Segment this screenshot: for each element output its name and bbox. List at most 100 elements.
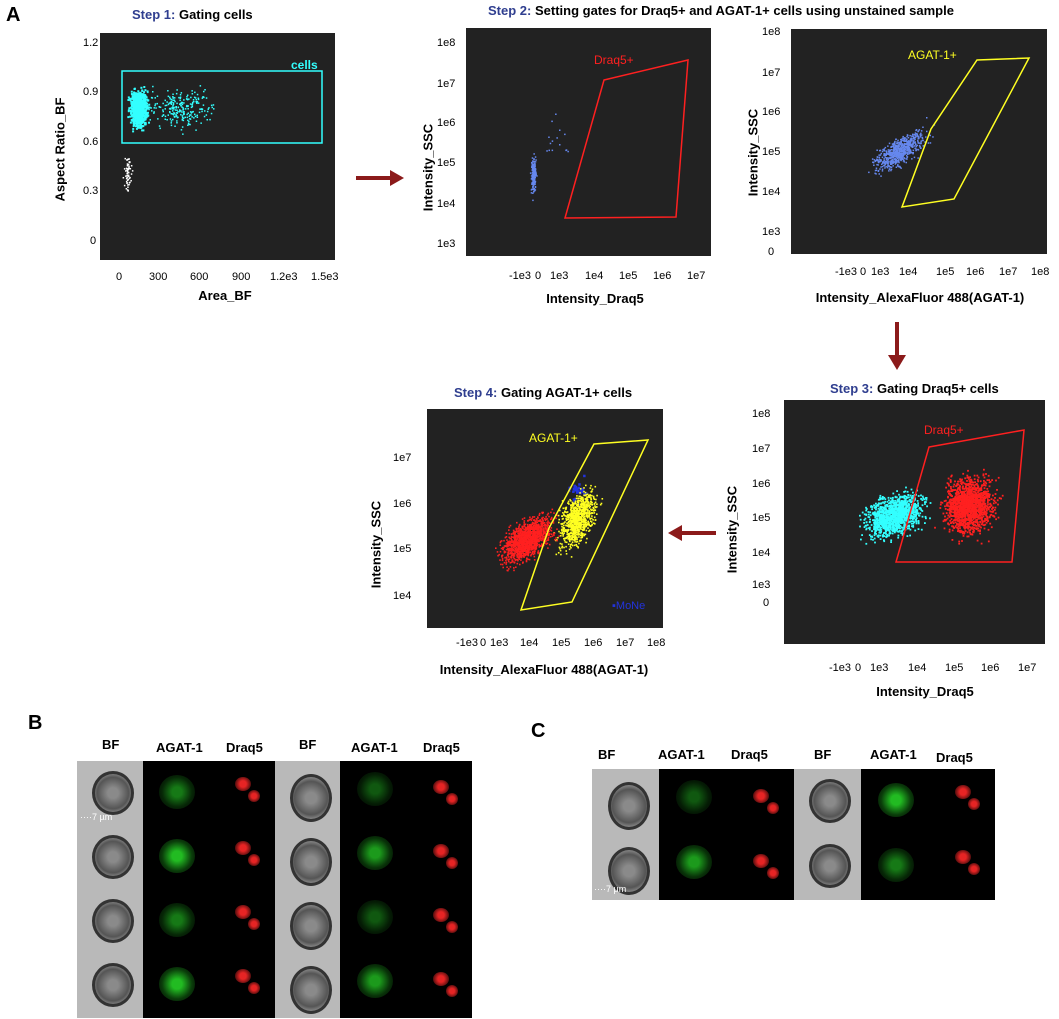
plot3-gate-agat bbox=[900, 57, 1031, 208]
step3-title: Step 3: Gating Draq5+ cells bbox=[830, 381, 999, 396]
panelB-header: Draq5 bbox=[423, 740, 460, 755]
bf-image bbox=[592, 769, 660, 835]
step4-title: Step 4: Gating AGAT-1+ cells bbox=[454, 385, 632, 400]
plot5-xtick: 1e5 bbox=[552, 637, 571, 649]
bf-image bbox=[274, 825, 341, 890]
draq5-fluorescence-image bbox=[726, 769, 794, 835]
panelB-header: AGAT-1 bbox=[351, 740, 398, 755]
plot1-ytick: 0 bbox=[90, 235, 97, 247]
plot3-area bbox=[791, 29, 1047, 254]
step3-text: Gating Draq5+ cells bbox=[876, 381, 999, 396]
bf-image bbox=[77, 761, 144, 826]
panelC-header: Draq5 bbox=[731, 747, 768, 762]
plot1-xtick: 0 bbox=[116, 271, 123, 283]
plot5-xlabel: Intensity_AlexaFluor 488(AGAT-1) bbox=[439, 662, 649, 677]
plot2-ytick: 1e6 bbox=[437, 117, 456, 129]
arrow-step3-to-step4 bbox=[668, 525, 716, 541]
plot1-scatter bbox=[121, 70, 323, 192]
agat1-fluorescence-image bbox=[340, 889, 407, 954]
plot2-ylabel: Intensity_SSC bbox=[420, 123, 436, 212]
draq5-fluorescence-image bbox=[927, 834, 996, 900]
agat1-fluorescence-image bbox=[340, 761, 407, 826]
plot2-gate-draq5 bbox=[564, 59, 689, 219]
plot1-ytick: 1.2 bbox=[83, 37, 99, 49]
plot2-xlabel: Intensity_Draq5 bbox=[546, 291, 644, 306]
plot5-ytick: 1e6 bbox=[393, 498, 412, 510]
step1-text: Gating cells bbox=[178, 7, 253, 22]
plot3-ytick: 1e3 bbox=[762, 226, 781, 238]
plot4-xtick: 1e6 bbox=[981, 662, 1000, 674]
plot5-xtick: -1e3 bbox=[456, 637, 479, 649]
agat1-fluorescence-image bbox=[860, 834, 929, 900]
draq5-fluorescence-image bbox=[406, 953, 473, 1018]
scatter-dots bbox=[868, 117, 936, 177]
bf-image bbox=[274, 889, 341, 954]
plot3-xtick: -1e3 bbox=[835, 266, 858, 278]
draq5-fluorescence-image bbox=[208, 889, 275, 954]
panelC-header: AGAT-1 bbox=[658, 747, 705, 762]
plot3-xtick: 1e8 bbox=[1031, 266, 1050, 278]
plot3-xtick: 1e5 bbox=[936, 266, 955, 278]
draq5-fluorescence-image bbox=[406, 825, 473, 890]
plot5-ytick: 1e5 bbox=[393, 543, 412, 555]
plot3-ytick: 1e8 bbox=[762, 26, 781, 38]
bf-image bbox=[274, 761, 341, 826]
plot5-xtick: 0 bbox=[480, 637, 487, 649]
plot5-xtick: 1e8 bbox=[647, 637, 666, 649]
step1-title: Step 1: Gating cells bbox=[132, 7, 253, 22]
plot4-xtick: -1e3 bbox=[829, 662, 852, 674]
plot3-ytick: 0 bbox=[768, 246, 775, 258]
plot4-scatter bbox=[859, 429, 1025, 563]
plot4-ytick: 1e5 bbox=[752, 512, 771, 524]
plot1-xlabel: Area_BF bbox=[198, 288, 252, 303]
plot1-xtick: 600 bbox=[190, 271, 209, 283]
step2-text: Setting gates for Draq5+ and AGAT-1+ cel… bbox=[534, 3, 954, 18]
panelB-header: Draq5 bbox=[226, 740, 263, 755]
plot3-ytick: 1e7 bbox=[762, 67, 781, 79]
plot1-gate-cells bbox=[121, 70, 323, 144]
plot4-gate-draq5 bbox=[895, 429, 1025, 563]
plot2-gate-label: Draq5+ bbox=[594, 53, 634, 67]
plot5-xtick: 1e6 bbox=[584, 637, 603, 649]
plot3-xtick: 1e3 bbox=[871, 266, 890, 278]
draq5-fluorescence-image bbox=[726, 834, 794, 900]
draq5-fluorescence-image bbox=[927, 769, 996, 835]
plot1-xtick: 900 bbox=[232, 271, 251, 283]
plot3-scatter bbox=[868, 57, 1031, 208]
plot2-xtick: -1e3 bbox=[509, 270, 532, 282]
plot4-ytick: 1e3 bbox=[752, 579, 771, 591]
scatter-dots bbox=[127, 86, 151, 133]
scatter-dots bbox=[529, 153, 538, 202]
step4-num: Step 4: bbox=[454, 385, 498, 400]
plot3-xlabel: Intensity_AlexaFluor 488(AGAT-1) bbox=[815, 290, 1025, 305]
agat1-fluorescence-image bbox=[142, 761, 210, 826]
bf-image bbox=[77, 889, 144, 954]
plot2-xtick: 0 bbox=[535, 270, 542, 282]
draq5-fluorescence-image bbox=[208, 953, 275, 1018]
draq5-fluorescence-image bbox=[406, 889, 473, 954]
plot5-scatter bbox=[495, 439, 650, 611]
scatter-dots bbox=[140, 85, 215, 135]
scatter-dots bbox=[546, 113, 569, 153]
bf-image bbox=[77, 953, 144, 1018]
draq5-fluorescence-image bbox=[406, 761, 473, 826]
step1-num: Step 1: bbox=[132, 7, 176, 22]
panelC-header: AGAT-1 bbox=[870, 747, 917, 762]
plot5-gate-agat bbox=[519, 439, 650, 611]
plot2-scatter bbox=[529, 59, 689, 219]
step2-num: Step 2: bbox=[488, 3, 532, 18]
plot4-ytick: 1e8 bbox=[752, 408, 771, 420]
plot4-ytick: 1e6 bbox=[752, 478, 771, 490]
scatter-dots bbox=[122, 157, 134, 192]
agat1-fluorescence-image bbox=[142, 889, 210, 954]
plot4-xtick: 1e3 bbox=[870, 662, 889, 674]
bf-image bbox=[77, 825, 144, 890]
scatter-dots bbox=[495, 508, 561, 572]
scatter-dots bbox=[553, 484, 604, 558]
plot4-xtick: 1e5 bbox=[945, 662, 964, 674]
plot1-ytick: 0.9 bbox=[83, 86, 99, 98]
draq5-fluorescence-image bbox=[208, 761, 275, 826]
plot3-xtick: 1e7 bbox=[999, 266, 1018, 278]
plot3-xtick: 0 bbox=[860, 266, 867, 278]
plot4-ytick: 0 bbox=[763, 597, 770, 609]
